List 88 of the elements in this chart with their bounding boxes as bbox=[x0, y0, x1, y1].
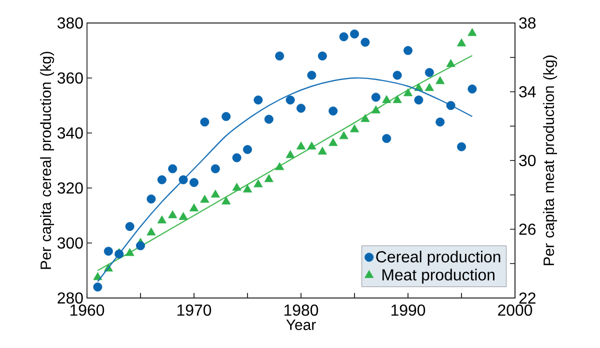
point bbox=[318, 146, 327, 155]
point bbox=[254, 179, 263, 188]
point bbox=[339, 131, 348, 140]
point bbox=[190, 178, 199, 187]
point bbox=[210, 164, 220, 174]
point bbox=[222, 112, 231, 121]
point bbox=[328, 138, 338, 146]
legend-label: Cereal production bbox=[376, 250, 500, 266]
point bbox=[275, 162, 284, 170]
point bbox=[446, 101, 456, 110]
x-tick-label: 1960 bbox=[70, 304, 104, 316]
point bbox=[371, 105, 380, 114]
y-axis-title: Per capita cereal production (kg) bbox=[40, 52, 54, 269]
point bbox=[296, 142, 306, 150]
point bbox=[243, 145, 252, 154]
x-tick-label: 1970 bbox=[177, 304, 212, 316]
y2-tick-label: 30 bbox=[519, 154, 536, 166]
point bbox=[232, 182, 242, 191]
x-axis-title: Year bbox=[286, 320, 316, 330]
x-tick-label: 1990 bbox=[391, 304, 426, 316]
x-tick-label: 2000 bbox=[498, 304, 532, 316]
point bbox=[446, 59, 456, 67]
point bbox=[264, 174, 274, 182]
y-tick-label: 360 bbox=[58, 72, 83, 84]
point bbox=[168, 210, 178, 218]
y2-tick-label: 22 bbox=[519, 292, 536, 304]
y-tick-label: 340 bbox=[58, 127, 83, 139]
point bbox=[436, 118, 445, 126]
point bbox=[232, 153, 242, 162]
point bbox=[264, 114, 274, 124]
point bbox=[157, 175, 166, 184]
point bbox=[296, 104, 306, 113]
point bbox=[456, 38, 466, 46]
point bbox=[424, 83, 434, 92]
point bbox=[178, 175, 188, 184]
point bbox=[222, 196, 231, 204]
point bbox=[436, 76, 445, 84]
y2-tick-label: 26 bbox=[519, 224, 536, 235]
point bbox=[93, 282, 102, 292]
point bbox=[210, 190, 220, 198]
point bbox=[404, 46, 413, 55]
x-tick-label: 1980 bbox=[284, 304, 318, 316]
point bbox=[136, 241, 146, 250]
y2-tick-label: 38 bbox=[519, 17, 536, 29]
point bbox=[457, 142, 466, 152]
point bbox=[468, 84, 477, 94]
point bbox=[318, 51, 327, 60]
point bbox=[242, 184, 252, 192]
point bbox=[189, 203, 199, 212]
point bbox=[328, 106, 338, 116]
point bbox=[200, 118, 210, 126]
point bbox=[200, 194, 210, 203]
y2-tick-label: 34 bbox=[519, 86, 536, 98]
y2-axis-title: Per capita meat production (kg) bbox=[543, 56, 558, 266]
point bbox=[168, 164, 178, 174]
point bbox=[382, 134, 392, 143]
point bbox=[382, 95, 392, 104]
point bbox=[360, 38, 370, 47]
point bbox=[403, 88, 413, 96]
point bbox=[392, 70, 402, 80]
point bbox=[307, 70, 316, 80]
point bbox=[350, 124, 360, 132]
y-tick-label: 280 bbox=[58, 292, 83, 304]
point bbox=[254, 96, 263, 104]
point bbox=[146, 227, 156, 236]
point bbox=[146, 194, 156, 204]
point bbox=[414, 96, 424, 104]
point bbox=[307, 142, 316, 150]
point bbox=[392, 95, 402, 104]
point bbox=[350, 29, 360, 38]
point bbox=[125, 248, 134, 256]
point bbox=[339, 32, 348, 42]
point bbox=[286, 150, 295, 158]
point bbox=[157, 215, 166, 224]
point bbox=[104, 246, 113, 256]
legend-label: Meat production bbox=[382, 268, 494, 284]
point bbox=[360, 114, 370, 122]
y-tick-label: 320 bbox=[58, 182, 83, 194]
point bbox=[114, 250, 124, 258]
point bbox=[125, 222, 134, 231]
point bbox=[286, 96, 295, 104]
point bbox=[275, 51, 284, 60]
point bbox=[424, 68, 434, 77]
y-tick-label: 380 bbox=[58, 17, 83, 29]
point bbox=[371, 92, 380, 102]
point bbox=[468, 28, 477, 36]
y-tick-label: 300 bbox=[58, 237, 83, 249]
point bbox=[178, 212, 188, 220]
